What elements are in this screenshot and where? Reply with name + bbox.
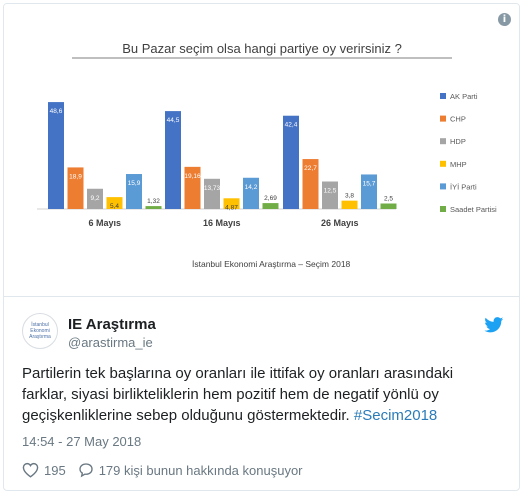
bar-6-1 [145, 206, 162, 209]
bar-1-2 [165, 111, 181, 209]
reply-label: 179 kişi bunun hakkında konuşuyor [98, 462, 303, 478]
data-label-3-1: 9,2 [90, 195, 99, 202]
data-label-2-3: 22,7 [304, 165, 317, 172]
data-label-6-3: 2,5 [384, 196, 393, 203]
bar-3-1 [87, 188, 103, 209]
bar-2-2 [184, 166, 201, 209]
heart-icon [22, 462, 39, 478]
bar-2-1 [67, 167, 84, 209]
bar-6-2 [262, 203, 279, 209]
bar-5-3 [361, 174, 377, 209]
like-count: 195 [44, 462, 66, 478]
reply-button[interactable]: 179 kişi bunun hakkında konuşuyor [78, 462, 303, 478]
legend-swatch-1 [440, 93, 446, 99]
bar-3-3 [322, 181, 338, 209]
data-label-3-3: 12,5 [324, 188, 337, 195]
poll-chart: Bu Pazar seçim olsa hangi partiye oy ver… [37, 41, 497, 269]
twitter-bird-icon[interactable] [484, 317, 504, 333]
bar-1-3 [283, 115, 299, 209]
legend-swatch-3 [440, 138, 446, 145]
category-label-3: 26 Mayıs [321, 218, 359, 228]
user-handle[interactable]: @arastirma_ie [68, 335, 153, 350]
bar-2-3 [302, 159, 319, 209]
tweet-media[interactable]: Bu Pazar seçim olsa hangi partiye oy ver… [4, 4, 519, 297]
display-name[interactable]: IE Araştırma [68, 316, 156, 333]
bar-5-1 [126, 174, 142, 209]
bar-1-1 [48, 102, 64, 209]
legend-swatch-2 [440, 115, 446, 122]
legend-label-3: HDP [450, 137, 466, 146]
data-label-1-3: 42,4 [285, 122, 298, 129]
legend-swatch-4 [440, 160, 446, 167]
legend-label-6: Saadet Partisi [450, 205, 497, 214]
info-icon[interactable]: i [498, 13, 511, 26]
chart-source: İstanbul Ekonomi Araştırma – Seçim 2018 [192, 259, 351, 269]
data-label-6-1: 1,32 [147, 198, 160, 205]
data-label-1-2: 44,5 [167, 117, 180, 124]
data-label-6-2: 2,69 [264, 195, 277, 202]
bar-6-3 [380, 203, 397, 209]
legend-label-5: İYİ Parti [450, 182, 477, 191]
bar-3-2 [204, 178, 220, 209]
category-label-1: 6 Mayıs [88, 218, 121, 228]
data-label-2-2: 19,16 [184, 173, 201, 180]
data-label-4-1: 5,4 [110, 203, 119, 210]
bar-4-2 [223, 198, 240, 209]
data-label-1-1: 48,6 [50, 108, 63, 115]
tweet-card: Bu Pazar seçim olsa hangi partiye oy ver… [3, 3, 520, 491]
speech-bubble-icon [79, 463, 93, 478]
legend-label-4: MHP [450, 160, 467, 169]
data-label-5-3: 15,7 [363, 180, 376, 187]
category-label-2: 16 Mayıs [203, 218, 241, 228]
data-label-5-1: 15,9 [128, 180, 141, 187]
hashtag-link[interactable]: #Secim2018 [353, 407, 438, 424]
tweet-actions: 195 179 kişi bunun hakkında konuşuyor [22, 460, 315, 480]
legend-label-1: AK Parti [450, 92, 478, 101]
data-label-3-2: 13,73 [204, 185, 221, 192]
tweet-text: Partilerin tek başlarına oy oranları ile… [22, 363, 502, 426]
avatar[interactable]: İstanbul Ekonomi Araştırma [22, 313, 58, 349]
tweet-body: Partilerin tek başlarına oy oranları ile… [22, 365, 454, 424]
legend-label-2: CHP [450, 115, 466, 124]
bar-4-3 [341, 200, 358, 209]
data-label-4-3: 3,8 [345, 193, 354, 200]
data-label-2-1: 18,9 [69, 173, 82, 180]
legend-swatch-6 [440, 206, 446, 212]
timestamp[interactable]: 14:54 - 27 May 2018 [22, 434, 142, 449]
like-button[interactable]: 195 [22, 462, 66, 478]
bar-5-2 [243, 177, 259, 209]
chart-title: Bu Pazar seçim olsa hangi partiye oy ver… [122, 41, 402, 56]
tweet-header: İstanbul Ekonomi Araştırma IE Araştırma … [22, 311, 504, 351]
legend-swatch-5 [440, 183, 446, 190]
data-label-4-2: 4,87 [225, 204, 238, 211]
data-label-5-2: 14,2 [245, 184, 258, 191]
bar-4-1 [106, 197, 123, 209]
